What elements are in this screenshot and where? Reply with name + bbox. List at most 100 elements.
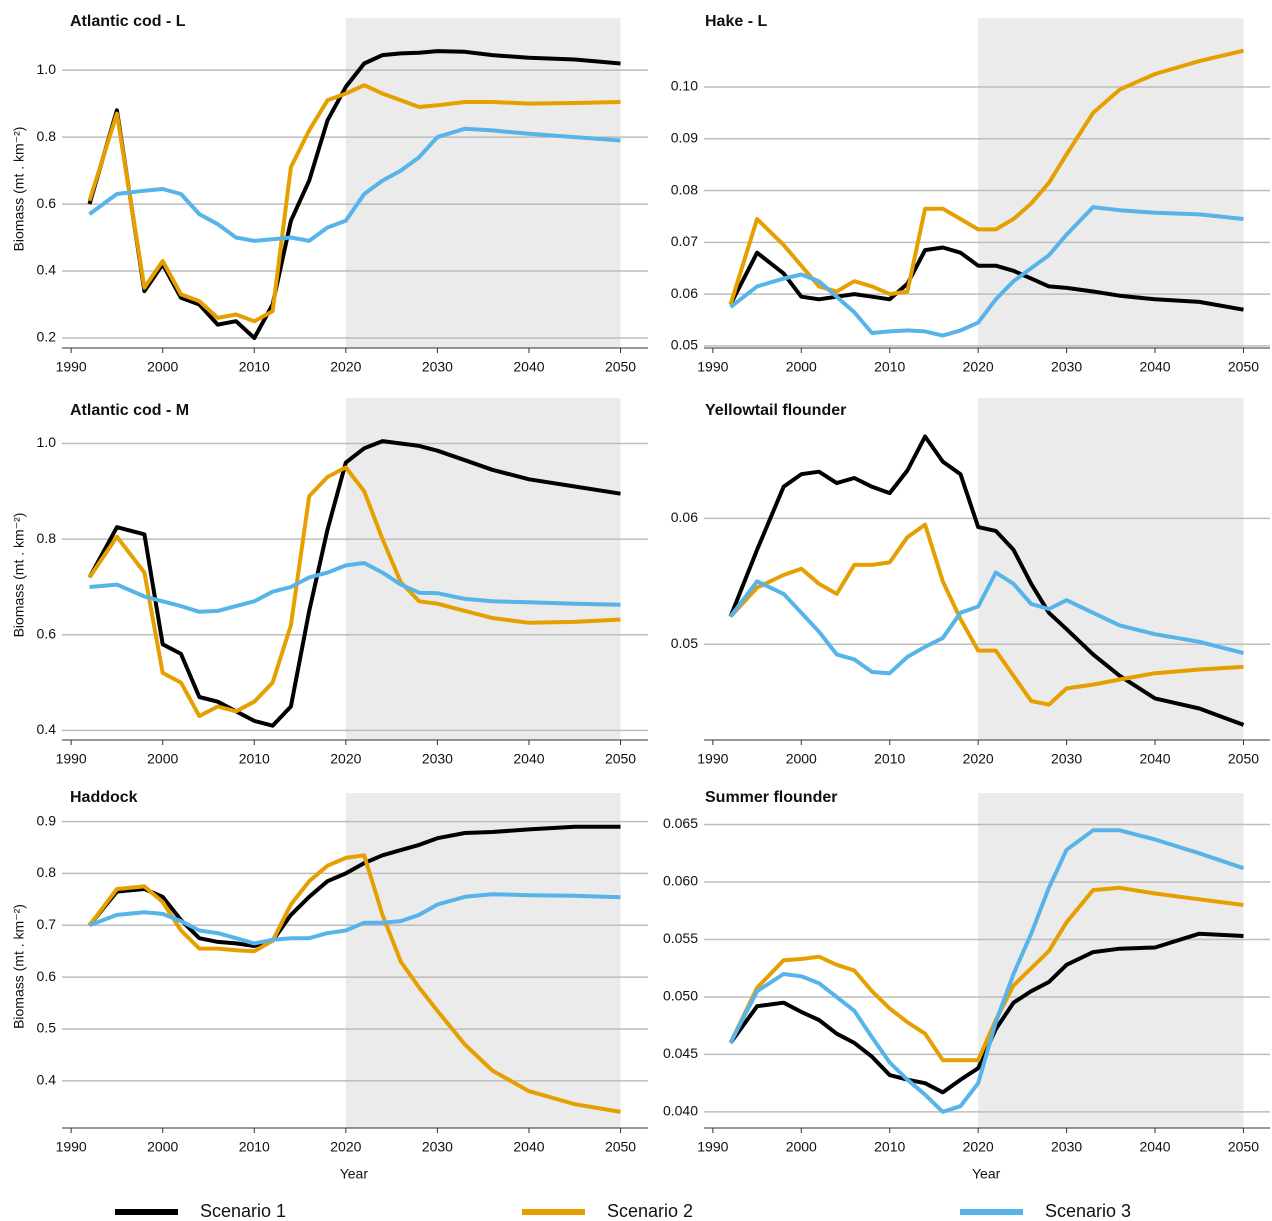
projection-shade (978, 398, 1244, 740)
x-tick-label: 2010 (239, 359, 270, 375)
y-tick-label: 0.08 (671, 181, 698, 197)
y-tick-label: 0.045 (663, 1045, 698, 1061)
series-line (89, 561, 621, 614)
y-tick-label: 0.2 (37, 329, 57, 345)
x-tick-label: 2020 (963, 751, 994, 767)
chart-title: Hake - L (705, 13, 767, 30)
x-tick-label: 2040 (513, 1139, 544, 1155)
x-tick-label: 2050 (605, 359, 636, 375)
y-tick-label: 0.050 (663, 988, 698, 1004)
series-line (87, 853, 621, 1114)
projection-shade (345, 398, 621, 740)
y-axis-label: Biomass (mt . km⁻²) (11, 127, 27, 252)
y-axis-label: Biomass (mt . km⁻²) (11, 904, 27, 1029)
x-tick-label: 2040 (513, 751, 544, 767)
x-tick-label: 2020 (963, 359, 994, 375)
y-tick-label: 0.060 (663, 873, 698, 889)
projection-shade (978, 793, 1244, 1128)
series-line (728, 885, 1244, 1063)
series-line (728, 48, 1244, 306)
x-tick-label: 2010 (874, 1139, 905, 1155)
x-tick-label: 2020 (330, 359, 361, 375)
y-tick-label: 0.7 (37, 916, 57, 932)
x-tick-label: 2030 (1051, 1139, 1082, 1155)
x-tick-label: 1990 (697, 359, 728, 375)
series-line (728, 828, 1245, 1114)
legend-label: Scenario 3 (1045, 1201, 1131, 1221)
y-tick-label: 0.9 (37, 812, 57, 828)
legend-label: Scenario 2 (607, 1201, 693, 1221)
x-tick-label: 1990 (56, 1139, 87, 1155)
x-tick-label: 2000 (786, 1139, 817, 1155)
x-tick-label: 2010 (239, 751, 270, 767)
x-tick-label: 1990 (697, 1139, 728, 1155)
series-line (728, 434, 1245, 727)
x-tick-label: 2010 (874, 751, 905, 767)
y-tick-label: 0.4 (37, 1072, 57, 1088)
y-tick-label: 0.5 (37, 1020, 57, 1036)
x-tick-label: 2040 (1139, 1139, 1170, 1155)
series-line (87, 439, 621, 728)
y-tick-label: 0.6 (37, 195, 57, 211)
chart-title: Atlantic cod - M (70, 402, 189, 419)
projection-shade (978, 18, 1244, 348)
x-axis-label: Year (972, 1166, 1001, 1182)
series-line (728, 931, 1244, 1095)
y-tick-label: 0.6 (37, 625, 57, 641)
x-tick-label: 2030 (1051, 751, 1082, 767)
x-tick-label: 2050 (1228, 1139, 1259, 1155)
x-tick-label: 2040 (1139, 751, 1170, 767)
chart-title: Atlantic cod - L (70, 13, 186, 30)
series-line (87, 465, 621, 719)
x-tick-label: 1990 (56, 359, 87, 375)
x-tick-label: 2030 (422, 359, 453, 375)
y-tick-label: 0.8 (37, 128, 57, 144)
x-tick-label: 2050 (1228, 359, 1259, 375)
series-line (729, 522, 1244, 707)
chart-title: Haddock (70, 789, 138, 806)
x-tick-label: 2030 (422, 1139, 453, 1155)
y-tick-label: 1.0 (37, 434, 57, 450)
x-tick-label: 2010 (239, 1139, 270, 1155)
x-tick-label: 2050 (605, 1139, 636, 1155)
projection-shade (345, 793, 621, 1128)
x-tick-label: 1990 (697, 751, 728, 767)
y-tick-label: 0.10 (671, 78, 698, 94)
x-tick-label: 2000 (147, 1139, 178, 1155)
x-tick-label: 2000 (786, 751, 817, 767)
series-line (88, 892, 621, 946)
x-tick-label: 2030 (422, 751, 453, 767)
y-tick-label: 0.065 (663, 815, 698, 831)
chart-title: Summer flounder (705, 789, 837, 806)
series-line (728, 245, 1244, 312)
y-tick-label: 0.09 (671, 129, 698, 145)
x-tick-label: 2020 (330, 751, 361, 767)
x-tick-label: 2020 (963, 1139, 994, 1155)
series-line (87, 824, 621, 948)
y-axis-label: Biomass (mt . km⁻²) (11, 513, 27, 638)
y-tick-label: 0.07 (671, 233, 698, 249)
series-line (88, 126, 621, 243)
x-axis-label: Year (340, 1166, 369, 1182)
y-tick-label: 0.4 (37, 262, 57, 278)
y-tick-label: 0.06 (671, 285, 698, 301)
series-line (87, 83, 621, 324)
x-tick-label: 2030 (1051, 359, 1082, 375)
legend-label: Scenario 1 (200, 1201, 286, 1221)
x-tick-label: 2040 (513, 359, 544, 375)
x-tick-label: 2000 (147, 751, 178, 767)
y-tick-label: 0.06 (671, 509, 698, 525)
y-tick-label: 0.05 (671, 337, 698, 353)
x-tick-label: 1990 (56, 751, 87, 767)
y-tick-label: 0.040 (663, 1103, 698, 1119)
x-tick-label: 2050 (605, 751, 636, 767)
y-tick-label: 0.4 (37, 721, 57, 737)
x-tick-label: 2020 (330, 1139, 361, 1155)
y-tick-label: 0.8 (37, 864, 57, 880)
y-tick-label: 0.8 (37, 530, 57, 546)
x-tick-label: 2040 (1139, 359, 1170, 375)
projection-shade (345, 18, 621, 348)
chart-title: Yellowtail flounder (705, 402, 846, 419)
series-line (729, 205, 1244, 338)
